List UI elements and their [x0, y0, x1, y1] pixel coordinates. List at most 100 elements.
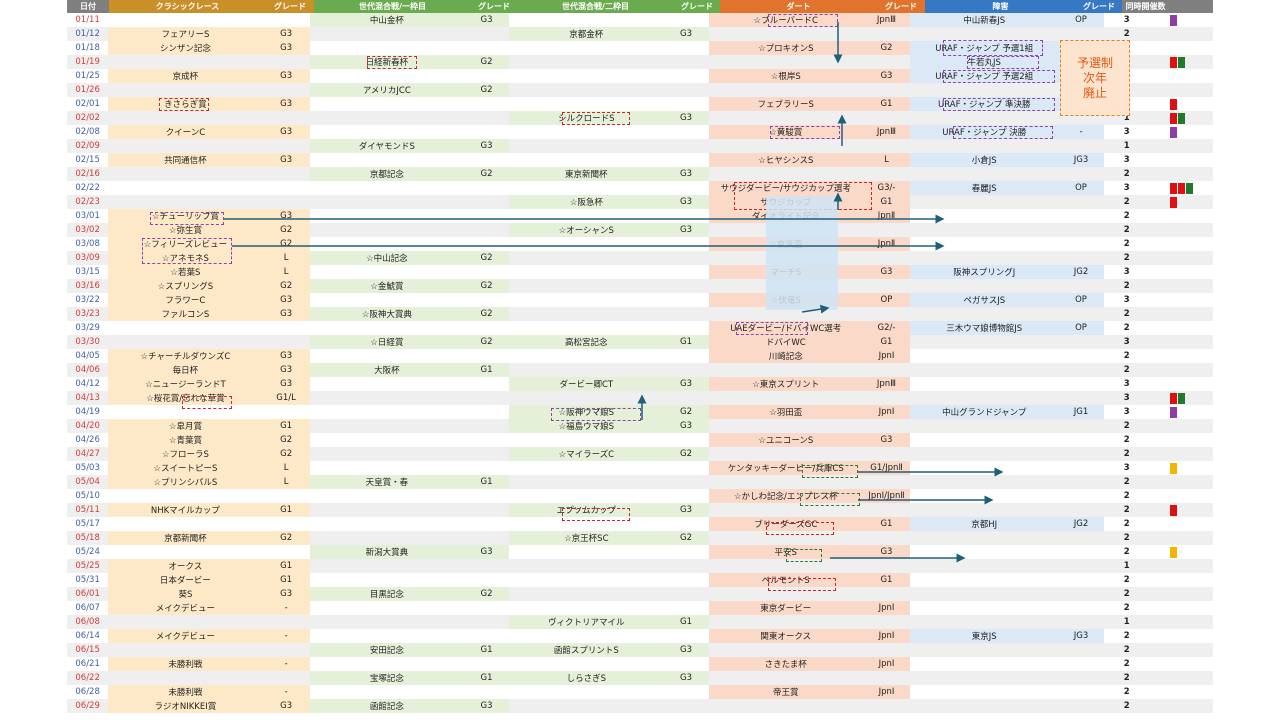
mix2-grade: G3 — [663, 111, 709, 125]
classic-cell: ☆青葉賞 — [108, 433, 263, 447]
count-cell: 1 — [1123, 141, 1130, 151]
jump-grade — [1058, 601, 1103, 615]
classic-cell: オークス — [108, 559, 263, 573]
classic-grade — [263, 405, 310, 419]
classic-grade: G2 — [262, 279, 310, 293]
mix2-grade — [663, 559, 708, 573]
count-cell: 3 — [1123, 337, 1130, 347]
dirt-grade — [863, 391, 910, 405]
mix1-cell — [310, 209, 464, 223]
mix1-cell — [310, 111, 464, 125]
classic-cell: ☆フローラS — [108, 447, 263, 461]
classic-cell: フラワーC — [108, 293, 263, 307]
table-row: 03/09 ☆アネモネS L ☆中山記念 G2 2 — [67, 251, 1213, 265]
mix2-cell — [509, 307, 663, 321]
mix2-cell: ☆京王杯SC — [509, 531, 664, 545]
jump-cell — [910, 83, 1058, 97]
mix1-grade — [464, 181, 509, 195]
date-cell: 06/14 — [75, 631, 100, 641]
date-cell: 06/01 — [75, 589, 100, 599]
mix1-cell — [310, 195, 464, 209]
mix2-cell: しらさぎS — [509, 671, 664, 685]
date-cell: 04/13 — [75, 393, 100, 403]
jump-cell — [910, 615, 1058, 629]
classic-cell: ☆スイートピーS — [108, 461, 263, 475]
classic-grade — [263, 489, 310, 503]
classic-cell: ☆フィリーズレビュー — [108, 237, 263, 251]
color-marker — [1169, 546, 1177, 558]
mix1-grade — [464, 223, 509, 237]
classic-grade: G2 — [262, 433, 310, 447]
marker-cell — [1150, 335, 1213, 349]
marker-cell — [1150, 601, 1213, 615]
mix2-cell: 京都金杯 — [509, 27, 664, 41]
dirt-cell — [709, 559, 863, 573]
mix1-grade — [464, 629, 509, 643]
mix2-cell — [509, 125, 663, 139]
mix2-cell — [509, 629, 663, 643]
mix2-cell — [509, 545, 663, 559]
marker-cell — [1150, 377, 1213, 391]
mix2-cell: ヴィクトリアマイル — [509, 615, 664, 629]
marker-cell — [1150, 55, 1213, 69]
jump-cell — [910, 391, 1058, 405]
jump-cell — [910, 251, 1058, 265]
classic-grade: G1 — [262, 503, 310, 517]
mix2-grade: G3 — [663, 503, 709, 517]
header-cell: 世代混合戦/二枠目 — [517, 0, 674, 13]
table-row: 06/01 葵S G3 目黒記念 G2 2 — [67, 587, 1213, 601]
mix2-grade: G3 — [663, 419, 709, 433]
classic-cell: ☆チューリップ賞 — [108, 209, 263, 223]
jump-cell — [910, 503, 1058, 517]
classic-grade — [263, 167, 310, 181]
date-cell: 03/08 — [75, 239, 100, 249]
table-row: 02/16 京都記念 G2 東京新聞杯 G3 2 — [67, 167, 1213, 181]
mix2-grade — [663, 209, 708, 223]
jump-cell — [910, 545, 1058, 559]
dirt-grade: JpnⅡ — [862, 209, 911, 223]
header-cell: 日付 — [67, 0, 109, 13]
mix1-grade — [464, 41, 509, 55]
jump-cell: ペガサスJS — [910, 293, 1059, 307]
jump-grade — [1058, 391, 1103, 405]
mix2-cell — [509, 251, 663, 265]
table-row: 03/01☆チューリップ賞G3ダイオライト記念JpnⅡ2 — [67, 209, 1213, 223]
mix2-cell — [509, 153, 663, 167]
dirt-cell: 関東オークス — [708, 629, 863, 643]
mix1-cell — [310, 615, 464, 629]
mix2-cell — [509, 433, 663, 447]
mix2-grade — [663, 265, 708, 279]
mix1-grade: G2 — [463, 83, 510, 97]
jump-cell — [910, 699, 1058, 713]
jump-grade — [1058, 349, 1103, 363]
mix1-grade: G1 — [463, 475, 510, 489]
mix1-grade — [464, 293, 509, 307]
count-cell: 2 — [1123, 673, 1130, 683]
dirt-cell — [709, 27, 863, 41]
classic-grade: G1 — [262, 559, 310, 573]
table-row: 01/11 中山金杯 G3 ☆ブルーバードC JpnⅢ 中山新春JS OP 3 — [67, 13, 1213, 27]
dirt-cell: ☆ブルーバードC — [708, 13, 863, 27]
classic-grade — [263, 643, 310, 657]
mix1-grade — [464, 447, 509, 461]
jump-grade — [1058, 573, 1103, 587]
mix1-cell — [310, 265, 464, 279]
dirt-grade: G3 — [862, 69, 911, 83]
classic-grade: G3 — [262, 363, 310, 377]
header-cell: グレード — [1076, 0, 1122, 13]
count-cell: 3 — [1123, 183, 1130, 193]
mix1-cell: 大阪杯 — [309, 363, 464, 377]
color-marker — [1169, 392, 1177, 404]
count-cell: 2 — [1123, 589, 1130, 599]
date-cell: 01/19 — [75, 57, 100, 67]
mix1-grade — [464, 153, 509, 167]
count-cell: 2 — [1123, 281, 1130, 291]
table-row: 02/02 シルクロードS G3 1 — [67, 111, 1213, 125]
count-cell: 3 — [1123, 15, 1130, 25]
classic-cell — [108, 545, 262, 559]
jump-grade — [1058, 377, 1103, 391]
count-cell: 3 — [1123, 295, 1130, 305]
dirt-cell: ドバイWC — [708, 335, 863, 349]
jump-grade — [1058, 279, 1103, 293]
